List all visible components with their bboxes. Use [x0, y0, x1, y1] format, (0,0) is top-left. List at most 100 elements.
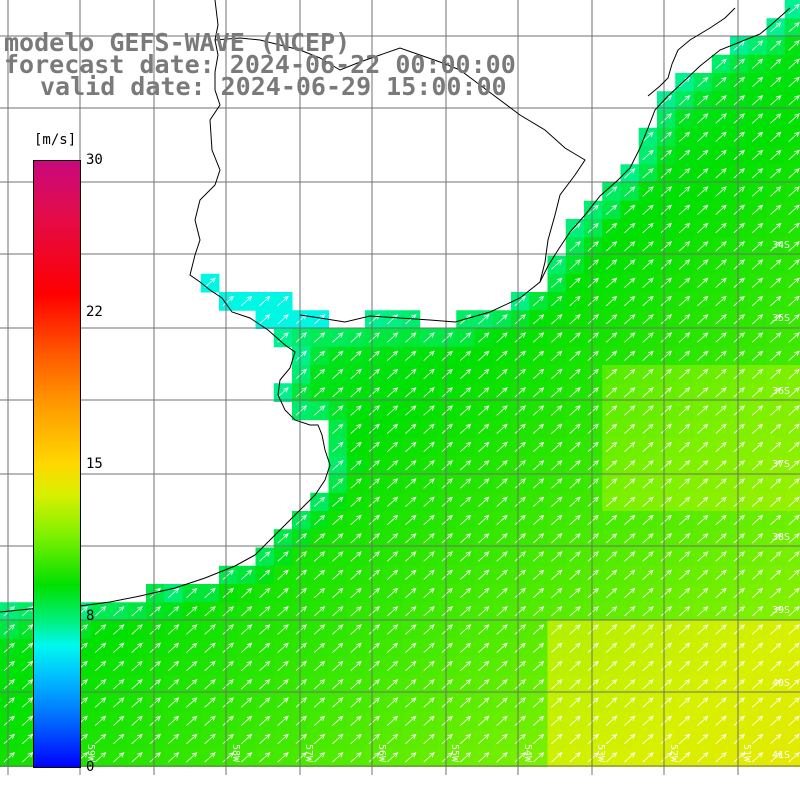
wind-arrow: [770, 387, 782, 398]
wind-arrow: [405, 715, 417, 726]
wind-arrow: [478, 496, 490, 507]
wind-arrow: [770, 423, 782, 434]
wind-arrow: [660, 186, 672, 197]
wind-arrow: [697, 95, 709, 106]
wind-arrow: [386, 679, 399, 690]
wind-arrow: [423, 624, 435, 635]
wind-cell: [784, 419, 800, 439]
wind-arrow: [569, 624, 581, 635]
wind-arrow: [770, 697, 782, 708]
wind-arrow: [350, 350, 362, 361]
wind-arrow: [313, 606, 326, 617]
wind-arrow: [277, 587, 289, 599]
wind-cell: [784, 255, 800, 275]
wind-arrow: [551, 314, 563, 325]
wind-arrow: [788, 186, 800, 197]
wind-arrow: [240, 606, 253, 617]
wind-arrow: [532, 679, 545, 690]
wind-arrow: [386, 533, 399, 544]
wind-arrow: [532, 733, 545, 745]
wind-arrow: [313, 405, 326, 416]
wind-arrow: [678, 222, 691, 234]
wind-arrow: [715, 241, 727, 252]
wind-arrow: [496, 752, 508, 763]
wind-arrow: [313, 587, 326, 599]
wind-arrow: [788, 350, 800, 361]
wind-arrow: [733, 76, 745, 88]
wind-arrow: [313, 697, 326, 708]
wind-arrow: [733, 186, 745, 197]
wind-arrow: [277, 642, 289, 653]
wind-arrow: [678, 624, 691, 635]
wind-cell: [784, 711, 800, 731]
wind-arrow: [642, 314, 654, 325]
wind-arrow: [733, 222, 745, 234]
wind-arrow: [551, 350, 563, 361]
wind-arrow: [770, 441, 782, 453]
wind-arrow: [368, 387, 380, 398]
wind-arrow: [642, 533, 654, 544]
wind-arrow: [313, 496, 326, 507]
wind-arrow: [478, 697, 490, 708]
wind-arrow: [660, 752, 672, 763]
wind-arrow: [660, 624, 672, 635]
wind-arrow: [514, 752, 526, 763]
wind-arrow: [313, 533, 326, 544]
wind-arrow: [751, 587, 764, 599]
wind-arrow: [149, 715, 161, 726]
wind-arrow: [405, 569, 417, 580]
wind-arrow: [624, 514, 636, 526]
wind-arrow: [770, 368, 782, 380]
wind-arrow: [678, 113, 691, 124]
wind-arrow: [751, 350, 764, 361]
wind-arrow: [514, 368, 526, 380]
wind-arrow: [368, 569, 380, 580]
wind-arrow: [733, 314, 745, 325]
wind-arrow: [770, 204, 782, 215]
wind-arrow: [113, 679, 125, 690]
wind-arrow: [386, 642, 399, 653]
wind-arrow: [569, 660, 581, 672]
wind-arrow: [167, 642, 180, 653]
wind-arrow: [514, 624, 526, 635]
wind-arrow: [532, 587, 545, 599]
wind-arrow: [186, 715, 198, 726]
wind-arrow: [697, 533, 709, 544]
wind-arrow: [350, 514, 362, 526]
wind-arrow: [660, 660, 672, 672]
wind-arrow: [405, 660, 417, 672]
wind-arrow: [295, 606, 307, 617]
wind-arrow: [441, 350, 453, 361]
wind-arrow: [770, 660, 782, 672]
wind-arrow: [733, 295, 745, 307]
wind-arrow: [751, 715, 764, 726]
wind-arrow: [569, 642, 581, 653]
wind-arrow: [697, 222, 709, 234]
wind-arrow: [697, 551, 709, 562]
wind-cell: [784, 565, 800, 585]
wind-arrow: [751, 241, 764, 252]
wind-arrow: [751, 405, 764, 416]
wind-arrow: [624, 259, 636, 270]
wind-arrow: [532, 752, 545, 763]
wind-arrow: [423, 514, 435, 526]
graticule: [0, 0, 800, 775]
wind-arrow: [459, 496, 472, 507]
wind-arrow: [660, 679, 672, 690]
wind-arrow: [459, 478, 472, 489]
wind-arrow: [788, 95, 800, 106]
wind-arrow: [368, 533, 380, 544]
wind-arrow: [532, 295, 545, 307]
wind-arrow: [715, 204, 727, 215]
wind-arrow: [332, 332, 344, 343]
wind-arrow: [751, 642, 764, 653]
wind-arrow: [678, 295, 691, 307]
wind-arrow: [660, 387, 672, 398]
wind-arrow: [386, 733, 399, 745]
wind-arrow: [642, 259, 654, 270]
wind-arrow: [733, 569, 745, 580]
wind-arrow: [295, 679, 307, 690]
wind-arrow: [624, 387, 636, 398]
wind-arrow: [678, 715, 691, 726]
wind-arrow: [697, 387, 709, 398]
